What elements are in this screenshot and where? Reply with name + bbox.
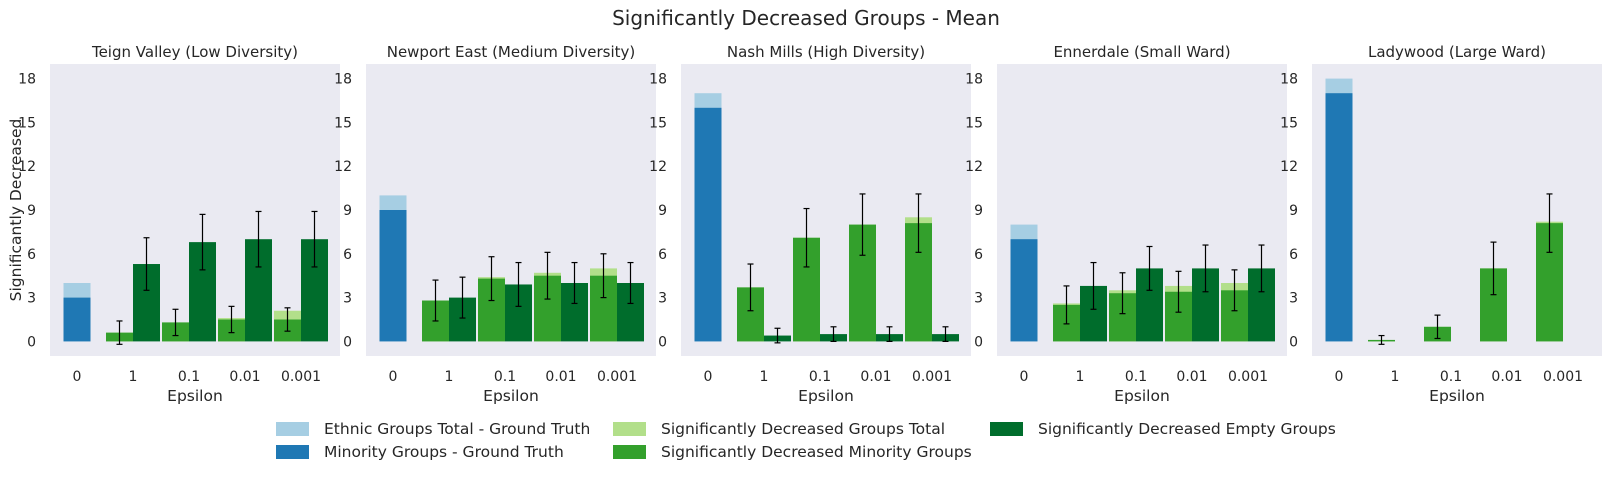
y-tick-label: 18 — [1280, 72, 1298, 88]
y-tick-label: 3 — [343, 291, 352, 307]
legend-swatch-ethnic-total — [276, 422, 309, 436]
x-tick-label: 0.001 — [281, 369, 321, 385]
y-tick-label: 0 — [1289, 334, 1298, 350]
legend-label-sig-empty: Significantly Decreased Empty Groups — [1038, 420, 1336, 438]
y-tick-label: 0 — [27, 334, 36, 350]
x-tick-label: 0 — [704, 369, 713, 385]
x-tick-label: 0.1 — [494, 369, 516, 385]
y-tick-label: 6 — [658, 247, 667, 263]
x-tick-label: 0.1 — [178, 369, 200, 385]
legend-swatch-sig-total — [613, 422, 646, 436]
y-tick-label: 9 — [27, 203, 36, 219]
x-axis-label: Epsilon — [167, 387, 223, 405]
figure-title: Significantly Decreased Groups - Mean — [612, 6, 1000, 30]
y-tick-label: 15 — [965, 115, 983, 131]
x-tick-label: 0.01 — [860, 369, 891, 385]
x-tick-label: 0.01 — [229, 369, 260, 385]
y-axis-label: Significantly Decreased — [7, 119, 25, 302]
y-tick-label: 0 — [974, 334, 983, 350]
y-tick-label: 9 — [1289, 203, 1298, 219]
legend-label-minority: Minority Groups - Ground Truth — [324, 443, 564, 461]
legend-label-sig-total: Significantly Decreased Groups Total — [661, 420, 946, 438]
legend-label-sig-minority: Significantly Decreased Minority Groups — [661, 443, 972, 461]
y-tick-label: 3 — [658, 291, 667, 307]
bar-minority — [63, 297, 91, 342]
x-tick-label: 0.1 — [809, 369, 831, 385]
x-tick-label: 0.001 — [597, 369, 637, 385]
y-tick-label: 3 — [27, 291, 36, 307]
x-tick-label: 0.01 — [1176, 369, 1207, 385]
legend-item-sig-empty: Significantly Decreased Empty Groups — [990, 420, 1336, 438]
legend-swatch-sig-minority — [613, 445, 646, 459]
y-tick-label: 6 — [974, 247, 983, 263]
y-tick-label: 18 — [965, 72, 983, 88]
x-tick-label: 0.001 — [912, 369, 952, 385]
x-tick-label: 0.001 — [1543, 369, 1583, 385]
x-tick-label: 1 — [1076, 369, 1085, 385]
x-tick-label: 0.1 — [1125, 369, 1147, 385]
y-tick-label: 9 — [658, 203, 667, 219]
x-tick-label: 0 — [1020, 369, 1029, 385]
legend-swatch-minority — [276, 445, 309, 459]
bar-minority — [1325, 93, 1353, 342]
y-tick-label: 12 — [18, 159, 36, 175]
legend-item-ethnic-total: Ethnic Groups Total - Ground Truth — [276, 420, 590, 438]
legend-item-sig-minority: Significantly Decreased Minority Groups — [613, 443, 972, 461]
x-tick-label: 0.01 — [1491, 369, 1522, 385]
y-tick-label: 18 — [334, 72, 352, 88]
y-tick-label: 18 — [649, 72, 667, 88]
x-tick-label: 1 — [760, 369, 769, 385]
y-tick-label: 15 — [18, 115, 36, 131]
bar-minority — [694, 107, 722, 342]
panel-title: Ennerdale (Small Ward) — [1053, 43, 1230, 61]
y-tick-label: 9 — [343, 203, 352, 219]
legend-swatch-sig-empty — [990, 422, 1023, 436]
x-tick-label: 0 — [73, 369, 82, 385]
x-tick-label: 0 — [1335, 369, 1344, 385]
x-tick-label: 1 — [1391, 369, 1400, 385]
x-axis-label: Epsilon — [1114, 387, 1170, 405]
x-tick-label: 1 — [129, 369, 138, 385]
panel-title: Teign Valley (Low Diversity) — [91, 43, 298, 61]
y-tick-label: 3 — [1289, 291, 1298, 307]
y-tick-label: 0 — [343, 334, 352, 350]
panel-title: Newport East (Medium Diversity) — [387, 43, 636, 61]
y-tick-label: 15 — [1280, 115, 1298, 131]
y-tick-label: 15 — [334, 115, 352, 131]
x-tick-label: 0.01 — [545, 369, 576, 385]
legend-item-minority: Minority Groups - Ground Truth — [276, 443, 564, 461]
y-tick-label: 6 — [27, 247, 36, 263]
y-tick-label: 0 — [658, 334, 667, 350]
bar-minority — [379, 210, 407, 342]
x-axis-label: Epsilon — [798, 387, 854, 405]
y-tick-label: 12 — [649, 159, 667, 175]
y-tick-label: 18 — [18, 72, 36, 88]
panel-title: Ladywood (Large Ward) — [1368, 43, 1546, 61]
y-tick-label: 3 — [974, 291, 983, 307]
legend-label-ethnic-total: Ethnic Groups Total - Ground Truth — [324, 420, 591, 438]
y-tick-label: 6 — [1289, 247, 1298, 263]
x-tick-label: 0.001 — [1228, 369, 1268, 385]
legend-item-sig-total: Significantly Decreased Groups Total — [613, 420, 945, 438]
x-tick-label: 1 — [445, 369, 454, 385]
y-tick-label: 15 — [649, 115, 667, 131]
x-tick-label: 0 — [389, 369, 398, 385]
x-axis-label: Epsilon — [483, 387, 539, 405]
y-tick-label: 12 — [965, 159, 983, 175]
x-tick-label: 0.1 — [1440, 369, 1462, 385]
legend: Ethnic Groups Total - Ground Truth Minor… — [268, 420, 1368, 470]
x-axis-label: Epsilon — [1429, 387, 1485, 405]
y-tick-label: 9 — [974, 203, 983, 219]
y-tick-label: 6 — [343, 247, 352, 263]
bar-minority — [1010, 239, 1038, 342]
y-tick-label: 12 — [1280, 159, 1298, 175]
panel-title: Nash Mills (High Diversity) — [727, 43, 925, 61]
y-tick-label: 12 — [334, 159, 352, 175]
